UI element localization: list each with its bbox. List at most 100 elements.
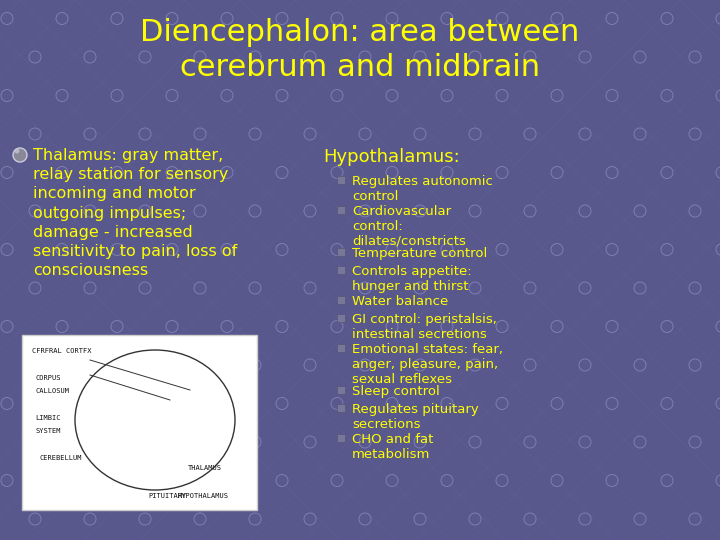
Circle shape	[469, 205, 481, 217]
Circle shape	[661, 90, 673, 102]
Circle shape	[634, 513, 646, 525]
Circle shape	[29, 282, 41, 294]
Circle shape	[56, 397, 68, 409]
Circle shape	[84, 436, 96, 448]
Circle shape	[716, 244, 720, 255]
Circle shape	[634, 436, 646, 448]
Bar	[337, 344, 345, 352]
Text: CFRFRAL CORTFX: CFRFRAL CORTFX	[32, 348, 91, 354]
Circle shape	[1, 166, 13, 179]
Circle shape	[579, 205, 591, 217]
Circle shape	[166, 397, 178, 409]
Circle shape	[221, 397, 233, 409]
Circle shape	[716, 90, 720, 102]
Circle shape	[689, 282, 701, 294]
Circle shape	[359, 205, 371, 217]
Circle shape	[551, 397, 563, 409]
Text: Emotional states: fear,
anger, pleasure, pain,
sexual reflexes: Emotional states: fear, anger, pleasure,…	[352, 343, 503, 386]
Text: Regulates autonomic
control: Regulates autonomic control	[352, 175, 493, 203]
Circle shape	[29, 128, 41, 140]
Circle shape	[1, 90, 13, 102]
Circle shape	[276, 475, 288, 487]
Circle shape	[551, 90, 563, 102]
Text: Regulates pituitary
secretions: Regulates pituitary secretions	[352, 403, 479, 431]
Circle shape	[166, 475, 178, 487]
Circle shape	[496, 12, 508, 24]
Circle shape	[276, 244, 288, 255]
Circle shape	[331, 166, 343, 179]
Circle shape	[689, 436, 701, 448]
Circle shape	[14, 148, 19, 153]
Circle shape	[634, 205, 646, 217]
Circle shape	[716, 321, 720, 333]
Circle shape	[634, 359, 646, 371]
Text: CORPUS: CORPUS	[35, 375, 60, 381]
Circle shape	[551, 321, 563, 333]
Circle shape	[249, 282, 261, 294]
Circle shape	[551, 12, 563, 24]
Circle shape	[606, 244, 618, 255]
Circle shape	[551, 244, 563, 255]
Circle shape	[359, 359, 371, 371]
Circle shape	[606, 12, 618, 24]
Bar	[337, 266, 345, 274]
Circle shape	[221, 244, 233, 255]
Circle shape	[166, 321, 178, 333]
Circle shape	[359, 51, 371, 63]
Circle shape	[606, 90, 618, 102]
Circle shape	[84, 205, 96, 217]
Circle shape	[386, 166, 398, 179]
Circle shape	[139, 282, 151, 294]
Circle shape	[29, 359, 41, 371]
Circle shape	[249, 51, 261, 63]
Circle shape	[304, 513, 316, 525]
Circle shape	[249, 436, 261, 448]
Circle shape	[13, 148, 27, 162]
Circle shape	[414, 436, 426, 448]
Text: Diencephalon: area between
cerebrum and midbrain: Diencephalon: area between cerebrum and …	[140, 18, 580, 82]
Circle shape	[496, 397, 508, 409]
Circle shape	[524, 513, 536, 525]
Circle shape	[331, 475, 343, 487]
Circle shape	[111, 244, 123, 255]
Text: Controls appetite:
hunger and thirst: Controls appetite: hunger and thirst	[352, 265, 472, 293]
Text: GI control: peristalsis,
intestinal secretions: GI control: peristalsis, intestinal secr…	[352, 313, 497, 341]
Circle shape	[551, 166, 563, 179]
Circle shape	[139, 359, 151, 371]
Circle shape	[524, 436, 536, 448]
Circle shape	[304, 436, 316, 448]
Circle shape	[386, 90, 398, 102]
Circle shape	[634, 128, 646, 140]
Circle shape	[56, 12, 68, 24]
Circle shape	[441, 397, 453, 409]
Circle shape	[249, 513, 261, 525]
Circle shape	[276, 12, 288, 24]
Text: CALLOSUM: CALLOSUM	[35, 388, 69, 394]
Circle shape	[524, 282, 536, 294]
Circle shape	[496, 321, 508, 333]
Circle shape	[716, 475, 720, 487]
Circle shape	[194, 282, 206, 294]
Circle shape	[441, 90, 453, 102]
Circle shape	[56, 166, 68, 179]
Text: PITUITARY: PITUITARY	[148, 493, 186, 499]
Circle shape	[139, 51, 151, 63]
Circle shape	[194, 205, 206, 217]
Circle shape	[414, 205, 426, 217]
Circle shape	[469, 513, 481, 525]
Circle shape	[359, 282, 371, 294]
Text: SYSTEM: SYSTEM	[35, 428, 60, 434]
Circle shape	[359, 436, 371, 448]
Circle shape	[331, 12, 343, 24]
Circle shape	[221, 90, 233, 102]
Circle shape	[29, 513, 41, 525]
Text: Hypothalamus:: Hypothalamus:	[323, 148, 460, 166]
Circle shape	[359, 128, 371, 140]
Circle shape	[221, 166, 233, 179]
Bar	[337, 206, 345, 214]
Circle shape	[441, 321, 453, 333]
Circle shape	[469, 282, 481, 294]
Circle shape	[386, 12, 398, 24]
Circle shape	[221, 12, 233, 24]
Circle shape	[111, 321, 123, 333]
